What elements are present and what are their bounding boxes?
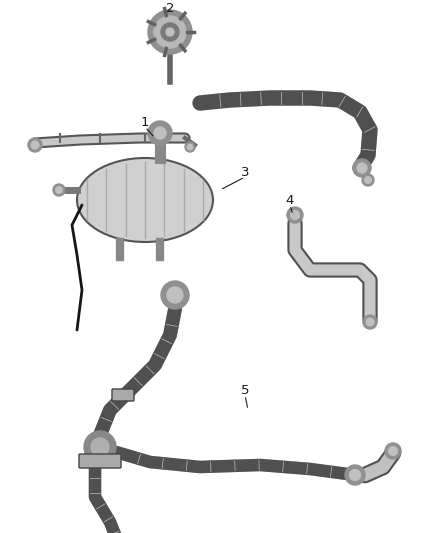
Text: 4: 4 xyxy=(286,193,294,206)
Circle shape xyxy=(154,16,186,48)
Circle shape xyxy=(161,23,179,41)
Text: 1: 1 xyxy=(141,116,149,128)
Circle shape xyxy=(148,121,172,145)
Circle shape xyxy=(91,438,109,456)
Text: 2: 2 xyxy=(166,2,174,14)
Circle shape xyxy=(365,177,371,183)
Circle shape xyxy=(166,28,174,36)
Ellipse shape xyxy=(77,158,213,242)
Circle shape xyxy=(185,142,195,152)
Circle shape xyxy=(287,207,303,223)
Circle shape xyxy=(28,138,42,152)
Circle shape xyxy=(148,10,192,54)
Circle shape xyxy=(366,318,374,326)
Circle shape xyxy=(84,431,116,463)
FancyBboxPatch shape xyxy=(79,454,121,468)
Circle shape xyxy=(187,144,193,150)
Circle shape xyxy=(362,174,374,186)
Circle shape xyxy=(350,470,360,481)
Circle shape xyxy=(154,127,166,139)
Text: 3: 3 xyxy=(241,166,249,179)
Text: 5: 5 xyxy=(241,384,249,397)
Circle shape xyxy=(290,211,300,220)
Circle shape xyxy=(357,163,367,173)
FancyBboxPatch shape xyxy=(112,389,134,401)
Circle shape xyxy=(161,281,189,309)
Circle shape xyxy=(53,184,65,196)
Circle shape xyxy=(31,141,39,149)
Circle shape xyxy=(56,187,62,193)
Circle shape xyxy=(167,287,183,303)
Circle shape xyxy=(363,315,377,329)
Circle shape xyxy=(385,443,401,459)
Circle shape xyxy=(353,159,371,177)
Circle shape xyxy=(345,465,365,485)
Circle shape xyxy=(389,447,397,455)
